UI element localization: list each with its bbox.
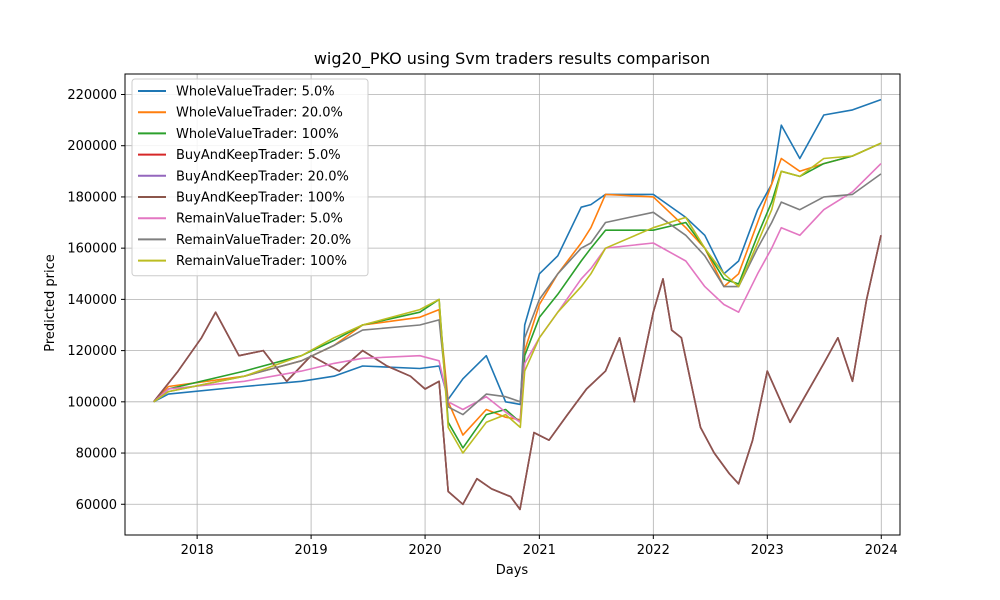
- x-axis-ticks: 2018 2019 2020 2021 2022 2023 2024: [181, 535, 898, 558]
- y-tick-label: 60000: [76, 498, 117, 513]
- y-tick-label: 140000: [67, 293, 117, 308]
- chart-title: wig20_PKO using Svm traders results comp…: [314, 49, 710, 69]
- legend-label: WholeValueTrader: 20.0%: [176, 106, 343, 121]
- plot-frame: [124, 73, 901, 536]
- legend-label: BuyAndKeepTrader: 20.0%: [176, 169, 349, 184]
- x-tick-label: 2021: [523, 543, 556, 558]
- x-tick-label: 2018: [181, 543, 214, 558]
- y-axis-ticks: 60000 80000 100000 120000 140000 160000 180000…: [67, 88, 125, 513]
- y-tick-label: 180000: [67, 190, 117, 205]
- legend-label: RemainValueTrader: 5.0%: [176, 212, 343, 227]
- y-tick-label: 200000: [67, 139, 117, 154]
- y-tick-label: 120000: [67, 344, 117, 359]
- legend-label: WholeValueTrader: 100%: [176, 127, 339, 142]
- series-line-6: [153, 235, 882, 511]
- grid-lines: [125, 74, 900, 535]
- x-axis-label: Days: [496, 563, 529, 578]
- series-line-8: [153, 173, 882, 416]
- legend-label: RemainValueTrader: 100%: [176, 254, 347, 269]
- x-tick-label: 2022: [637, 543, 670, 558]
- x-tick-label: 2019: [295, 543, 328, 558]
- x-tick-label: 2024: [865, 543, 898, 558]
- series-line-9: [153, 142, 882, 454]
- x-tick-label: 2020: [409, 543, 442, 558]
- y-axis-label: Predicted price: [43, 254, 58, 352]
- legend: WholeValueTrader: 5.0% WholeValueTrader: …: [131, 78, 369, 277]
- series-lines: [153, 98, 882, 511]
- y-tick-label: 100000: [67, 395, 117, 410]
- legend-label: BuyAndKeepTrader: 100%: [176, 191, 345, 206]
- legend-label: BuyAndKeepTrader: 5.0%: [176, 148, 341, 163]
- legend-label: WholeValueTrader: 5.0%: [176, 85, 335, 100]
- x-tick-label: 2023: [751, 543, 784, 558]
- y-tick-label: 220000: [67, 88, 117, 103]
- y-tick-label: 160000: [67, 242, 117, 257]
- legend-box: [131, 78, 369, 277]
- y-tick-label: 80000: [76, 447, 117, 462]
- legend-label: RemainValueTrader: 20.0%: [176, 233, 351, 248]
